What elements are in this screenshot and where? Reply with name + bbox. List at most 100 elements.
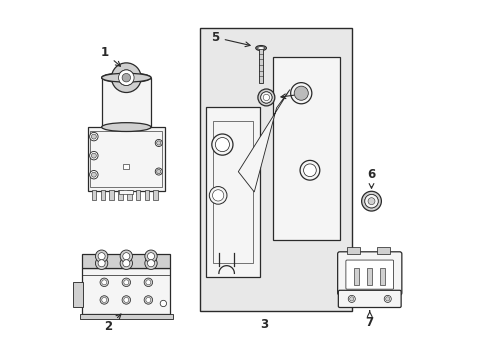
Text: 2: 2 — [104, 314, 121, 333]
Circle shape — [122, 278, 130, 287]
Ellipse shape — [255, 46, 266, 50]
Circle shape — [122, 260, 130, 267]
Circle shape — [364, 194, 377, 208]
FancyBboxPatch shape — [338, 290, 400, 307]
Circle shape — [102, 297, 106, 302]
Ellipse shape — [102, 73, 151, 82]
Bar — [87, 127, 165, 190]
Circle shape — [290, 83, 311, 104]
Circle shape — [156, 170, 161, 174]
Circle shape — [102, 280, 106, 285]
Bar — [206, 107, 259, 277]
Circle shape — [212, 190, 224, 201]
Bar — [346, 247, 359, 254]
Bar — [80, 314, 173, 319]
Circle shape — [144, 296, 152, 304]
Bar — [123, 164, 129, 170]
Circle shape — [144, 250, 157, 262]
Circle shape — [160, 300, 166, 307]
Circle shape — [118, 70, 134, 85]
Circle shape — [361, 191, 381, 211]
Circle shape — [91, 153, 96, 158]
Circle shape — [144, 257, 157, 269]
Circle shape — [111, 63, 141, 93]
Bar — [101, 190, 105, 201]
FancyBboxPatch shape — [345, 260, 393, 289]
Text: 7: 7 — [365, 311, 373, 329]
Ellipse shape — [102, 73, 151, 83]
Circle shape — [122, 73, 130, 82]
Text: 6: 6 — [366, 168, 375, 188]
Circle shape — [123, 297, 128, 302]
Circle shape — [364, 194, 377, 208]
Circle shape — [147, 253, 154, 260]
Circle shape — [303, 164, 316, 177]
FancyBboxPatch shape — [337, 252, 401, 295]
Text: 1: 1 — [101, 46, 120, 66]
Bar — [353, 268, 358, 285]
Bar — [200, 28, 351, 311]
Bar — [273, 57, 339, 240]
Circle shape — [91, 134, 96, 139]
Circle shape — [295, 88, 306, 99]
Circle shape — [147, 260, 154, 267]
Circle shape — [367, 198, 374, 204]
Circle shape — [294, 86, 307, 100]
Circle shape — [347, 295, 355, 302]
Circle shape — [123, 280, 128, 285]
Bar — [144, 190, 149, 201]
Circle shape — [263, 94, 269, 100]
Circle shape — [98, 253, 105, 260]
Bar — [82, 254, 170, 268]
Circle shape — [91, 172, 96, 177]
Circle shape — [95, 250, 107, 262]
Circle shape — [89, 132, 98, 141]
Ellipse shape — [102, 123, 151, 131]
Circle shape — [144, 278, 152, 287]
Circle shape — [155, 168, 162, 175]
Circle shape — [122, 296, 130, 304]
Bar — [127, 190, 131, 201]
Circle shape — [155, 139, 162, 147]
Circle shape — [260, 92, 271, 103]
Bar — [92, 190, 96, 201]
Polygon shape — [238, 90, 289, 192]
Circle shape — [122, 253, 130, 260]
Bar — [259, 48, 263, 83]
Bar — [119, 190, 133, 194]
Bar — [82, 268, 170, 314]
Bar — [376, 247, 389, 254]
Text: 4: 4 — [281, 87, 307, 100]
Bar — [380, 268, 385, 285]
Circle shape — [385, 297, 389, 301]
Circle shape — [300, 161, 319, 180]
Bar — [90, 131, 162, 187]
Circle shape — [384, 295, 390, 302]
Circle shape — [120, 257, 132, 269]
Bar — [102, 78, 151, 127]
Bar — [366, 268, 371, 285]
Circle shape — [98, 260, 105, 267]
Circle shape — [260, 92, 271, 103]
Bar — [153, 190, 158, 201]
Bar — [109, 190, 114, 201]
Circle shape — [120, 250, 132, 262]
Text: 5: 5 — [211, 31, 249, 47]
Circle shape — [89, 171, 98, 179]
Bar — [73, 282, 83, 307]
Text: 3: 3 — [260, 318, 267, 331]
Circle shape — [209, 186, 226, 204]
Circle shape — [215, 138, 229, 152]
Circle shape — [156, 141, 161, 145]
Circle shape — [118, 70, 134, 85]
Bar — [118, 190, 122, 201]
Circle shape — [145, 280, 150, 285]
Ellipse shape — [257, 47, 264, 49]
Circle shape — [100, 278, 108, 287]
Circle shape — [211, 134, 232, 155]
Bar — [212, 121, 253, 263]
Circle shape — [100, 296, 108, 304]
Circle shape — [257, 89, 274, 106]
Bar — [136, 190, 140, 201]
Circle shape — [349, 297, 353, 301]
